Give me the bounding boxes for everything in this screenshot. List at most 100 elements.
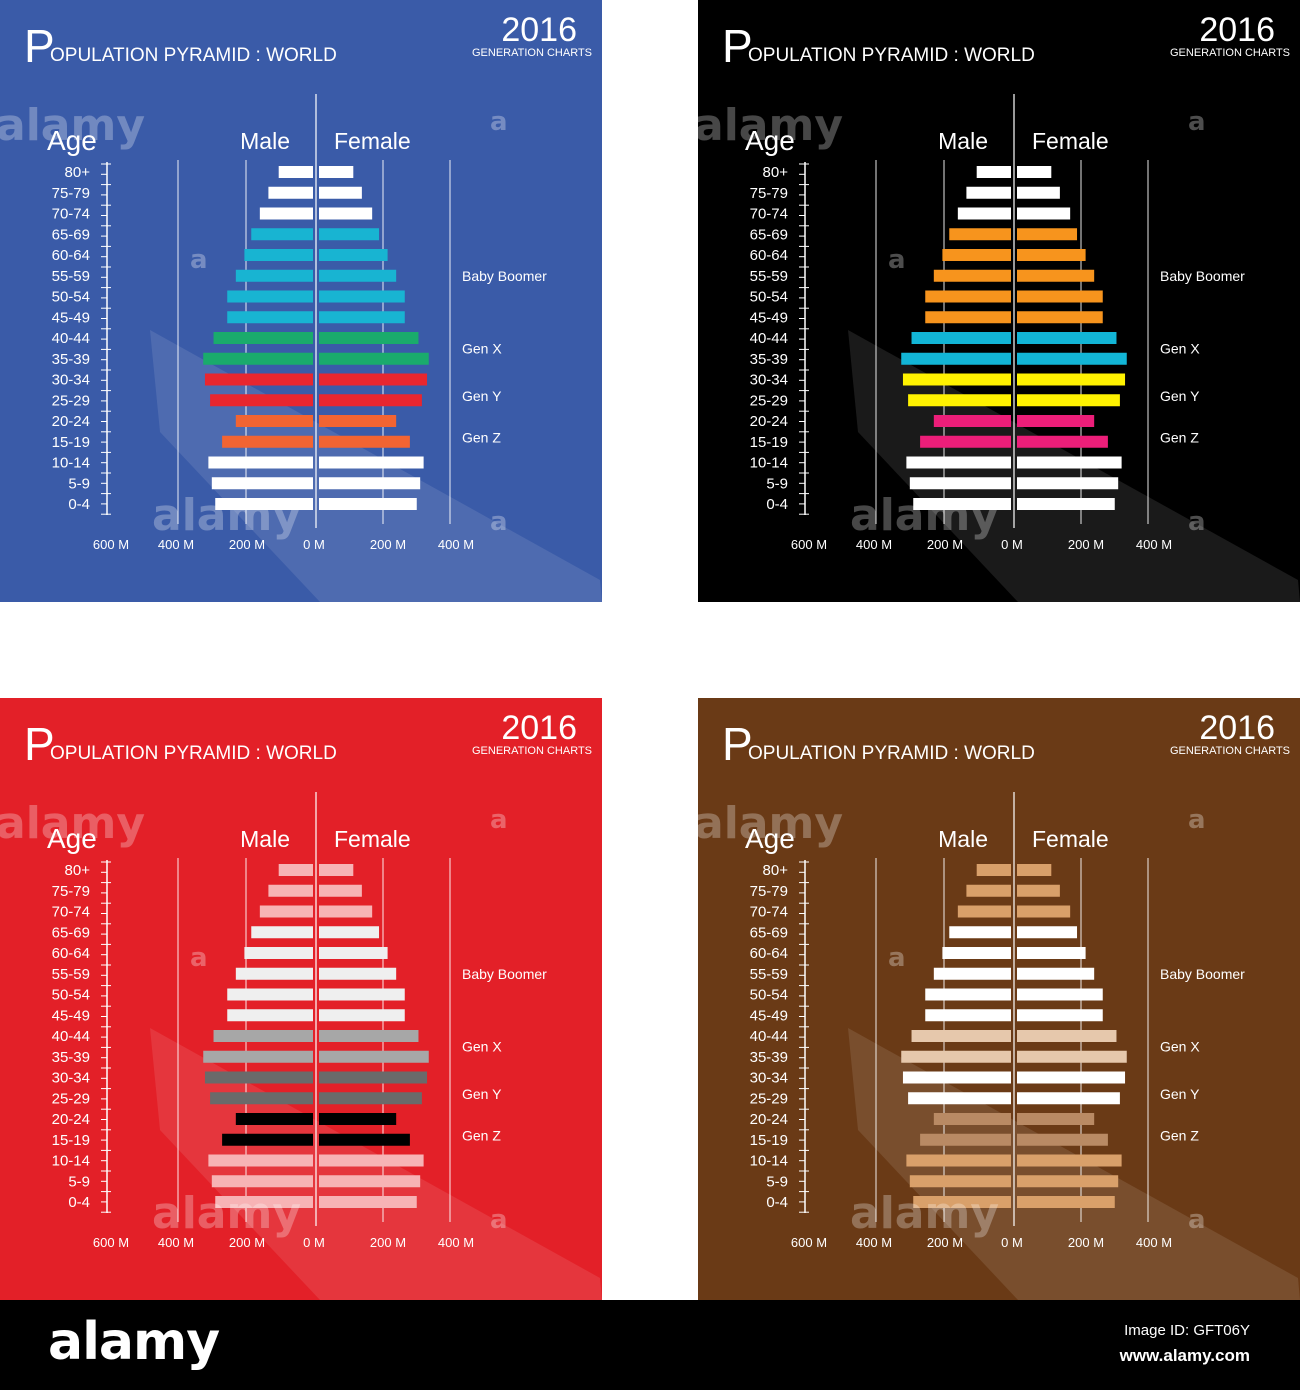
age-tick-label: 20-24: [52, 1111, 90, 1128]
age-tick-label: 45-49: [52, 309, 90, 326]
generation-label: Gen X: [462, 1038, 502, 1054]
alamy-watermark: alamy: [152, 1188, 301, 1239]
age-tick-label: 40-44: [52, 330, 90, 347]
female-bar: [1017, 967, 1095, 980]
alamy-logo[interactable]: alamy: [48, 1312, 220, 1372]
male-bar: [909, 477, 1011, 490]
female-bar: [319, 864, 354, 876]
male-bar: [211, 477, 313, 490]
generation-label: Gen Z: [462, 1128, 501, 1144]
male-label: Male: [938, 826, 988, 852]
female-bar: [319, 905, 373, 918]
x-tick-label: 400 M: [1136, 537, 1172, 552]
male-bar: [244, 249, 313, 261]
male-bar: [957, 207, 1011, 220]
generation-label: Gen Z: [462, 430, 501, 446]
age-tick-label: 65-69: [750, 226, 788, 243]
age-tick-label: 15-19: [52, 1132, 90, 1149]
age-tick-label: 55-59: [52, 966, 90, 983]
alamy-watermark-letter: a: [1188, 507, 1206, 537]
female-label: Female: [334, 826, 411, 852]
age-tick-label: 50-54: [750, 987, 788, 1004]
female-bar: [1017, 228, 1078, 241]
age-tick-label: 10-14: [750, 455, 788, 472]
female-bar: [319, 1030, 419, 1042]
male-bar: [235, 1113, 313, 1125]
female-bar: [319, 207, 373, 220]
female-bar: [319, 1009, 405, 1022]
age-tick-label: 35-39: [52, 351, 90, 368]
female-bar: [1017, 905, 1071, 918]
male-bar: [911, 1030, 1011, 1042]
female-bar: [319, 394, 422, 407]
male-bar: [908, 1092, 1011, 1105]
male-bar: [213, 332, 313, 344]
alamy-watermark: alamy: [850, 1188, 999, 1239]
generation-label: Gen Z: [1160, 430, 1199, 446]
female-bar: [319, 290, 405, 303]
chart-panel-black: P OPULATION PYRAMID : WORLD 2016 GENERATION…: [698, 0, 1300, 602]
female-bar: [319, 373, 428, 386]
female-bar: [319, 1050, 429, 1063]
female-bar: [319, 456, 424, 469]
male-bar: [920, 1133, 1011, 1146]
female-bar: [1017, 926, 1078, 939]
age-tick-label: 70-74: [52, 206, 90, 223]
age-tick-label: 20-24: [52, 413, 90, 430]
male-bar: [913, 498, 1011, 510]
alamy-watermark: alamy: [698, 798, 843, 849]
alamy-watermark-letter: a: [190, 245, 208, 275]
male-bar: [976, 166, 1011, 178]
x-tick-label: 0 M: [303, 1235, 325, 1250]
age-axis-title: Age: [47, 823, 97, 854]
male-bar: [259, 207, 313, 220]
age-tick-label: 60-64: [750, 945, 788, 962]
male-bar: [902, 373, 1011, 386]
male-bar: [925, 311, 1011, 324]
stock-footer-bar: alamy Image ID: GFT06Y www.alamy.com: [0, 1300, 1300, 1390]
age-tick-label: 35-39: [750, 1049, 788, 1066]
site-link[interactable]: www.alamy.com: [1119, 1346, 1250, 1365]
female-bar: [319, 884, 362, 897]
alamy-watermark-letter: a: [888, 943, 906, 973]
female-bar: [1017, 207, 1071, 220]
male-bar: [210, 1092, 313, 1105]
male-bar: [204, 373, 313, 386]
age-tick-label: 60-64: [52, 945, 90, 962]
age-tick-label: 5-9: [68, 475, 90, 492]
age-tick-label: 30-34: [52, 372, 90, 389]
female-label: Female: [1032, 128, 1109, 154]
female-bar: [319, 926, 380, 939]
x-tick-label: 400 M: [438, 1235, 474, 1250]
age-tick-label: 80+: [763, 862, 789, 879]
female-bar: [1017, 477, 1119, 490]
generation-label: Baby Boomer: [1160, 966, 1245, 982]
female-bar: [1017, 394, 1120, 407]
age-tick-label: 65-69: [52, 226, 90, 243]
female-bar: [1017, 415, 1095, 427]
age-tick-label: 70-74: [750, 206, 788, 223]
alamy-watermark-letter: a: [490, 507, 508, 537]
male-bar: [227, 311, 313, 324]
age-tick-label: 10-14: [750, 1153, 788, 1170]
female-bar: [1017, 1030, 1117, 1042]
title-initial: P: [722, 20, 753, 72]
male-bar: [222, 1133, 313, 1146]
age-tick-label: 20-24: [750, 1111, 788, 1128]
male-bar: [933, 967, 1011, 980]
chart-subtitle: GENERATION CHARTS: [1170, 47, 1290, 59]
age-tick-label: 0-4: [68, 1194, 90, 1211]
male-bar: [902, 1071, 1011, 1084]
female-bar: [319, 1154, 424, 1167]
male-bar: [925, 1009, 1011, 1022]
chart-panel-red: P OPULATION PYRAMID : WORLD 2016 GENERATION…: [0, 698, 602, 1300]
age-tick-label: 75-79: [52, 185, 90, 202]
x-tick-label: 200 M: [1068, 537, 1104, 552]
x-tick-label: 600 M: [93, 1235, 129, 1250]
x-tick-label: 200 M: [370, 1235, 406, 1250]
age-tick-label: 40-44: [750, 330, 788, 347]
male-bar: [908, 394, 1011, 407]
alamy-watermark: alamy: [152, 490, 301, 541]
age-tick-label: 80+: [763, 164, 789, 181]
female-bar: [1017, 1050, 1127, 1063]
